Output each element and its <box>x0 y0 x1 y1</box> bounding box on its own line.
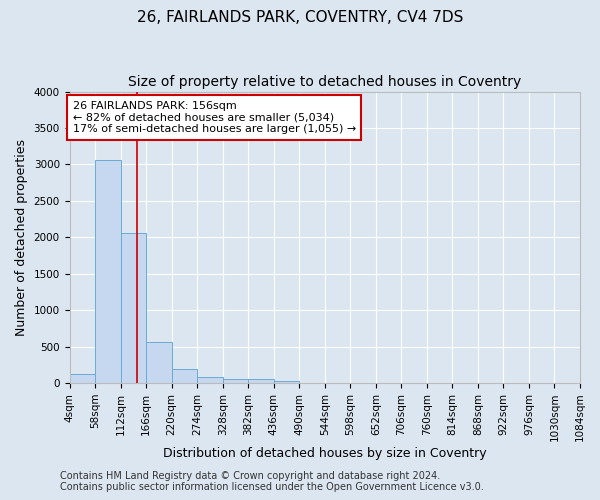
Y-axis label: Number of detached properties: Number of detached properties <box>15 139 28 336</box>
Bar <box>274 381 299 383</box>
Bar <box>197 378 223 383</box>
Bar <box>146 342 172 383</box>
Bar <box>70 374 95 383</box>
Bar <box>172 368 197 383</box>
Bar <box>223 378 248 383</box>
Text: 26, FAIRLANDS PARK, COVENTRY, CV4 7DS: 26, FAIRLANDS PARK, COVENTRY, CV4 7DS <box>137 10 463 25</box>
Text: 26 FAIRLANDS PARK: 156sqm
← 82% of detached houses are smaller (5,034)
17% of se: 26 FAIRLANDS PARK: 156sqm ← 82% of detac… <box>73 101 356 134</box>
Bar <box>121 233 146 383</box>
Text: Contains HM Land Registry data © Crown copyright and database right 2024.
Contai: Contains HM Land Registry data © Crown c… <box>60 471 484 492</box>
X-axis label: Distribution of detached houses by size in Coventry: Distribution of detached houses by size … <box>163 447 487 460</box>
Bar <box>95 160 121 383</box>
Bar <box>248 380 274 383</box>
Title: Size of property relative to detached houses in Coventry: Size of property relative to detached ho… <box>128 75 521 89</box>
